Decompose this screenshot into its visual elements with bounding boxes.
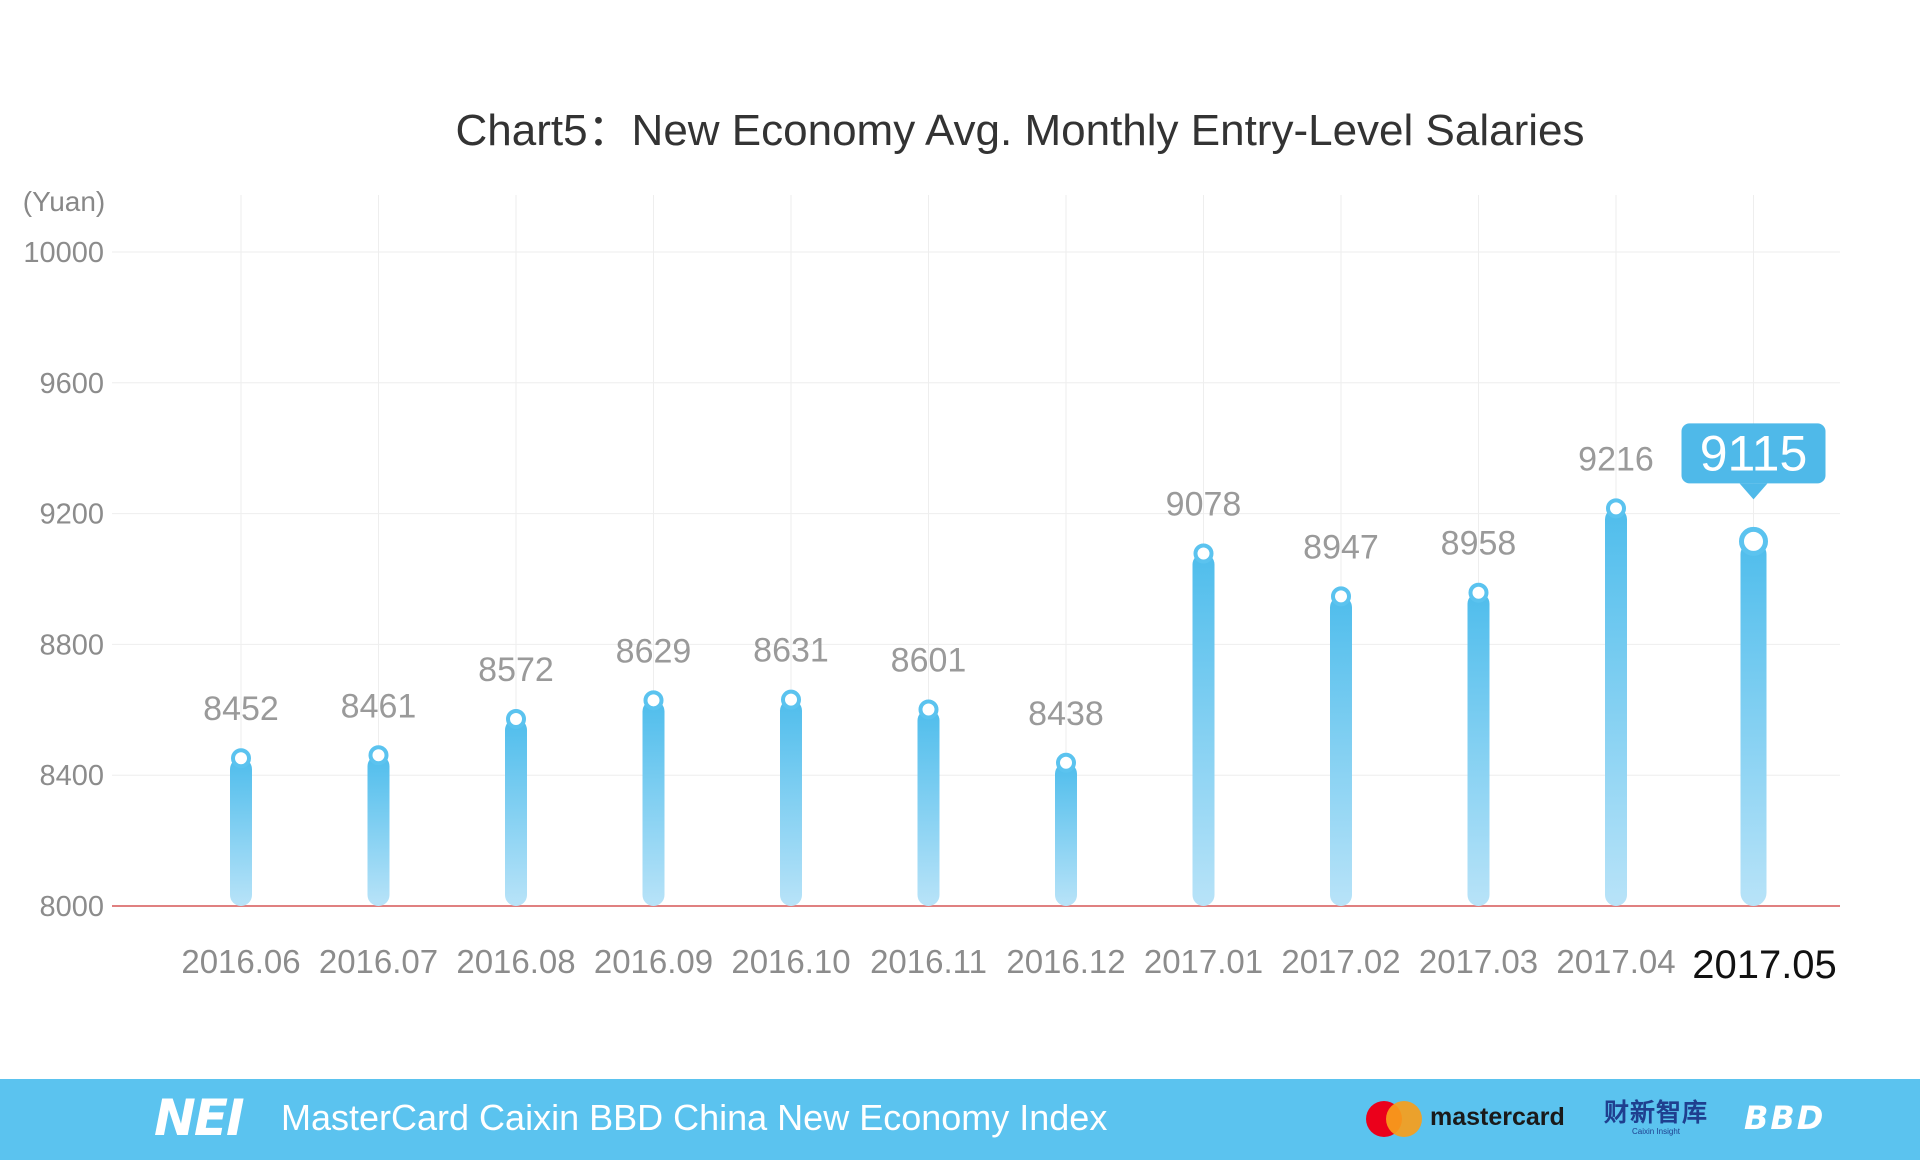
highlight-callout-box: [1681, 423, 1826, 484]
data-label: 9216: [1578, 440, 1654, 478]
bar: [367, 755, 390, 906]
caixin-logo: 财新智库 Caixin Insight: [1604, 1099, 1708, 1137]
x-tick-label: 2017.05: [1692, 943, 1837, 987]
bar: [1740, 541, 1767, 906]
chart-title: Chart5：New Economy Avg. Monthly Entry-Le…: [455, 106, 1584, 155]
y-tick-label: 10000: [23, 237, 104, 269]
data-label: 8601: [891, 641, 967, 679]
x-tick-label: 2017.01: [1144, 943, 1263, 980]
data-label: 8631: [753, 632, 829, 670]
x-tick-label: 2016.07: [319, 943, 438, 980]
data-label: 8572: [478, 651, 554, 689]
x-tick-label: 2016.12: [1006, 943, 1125, 980]
y-tick-label: 8000: [39, 891, 104, 923]
bar: [780, 699, 802, 906]
bar: [917, 709, 940, 906]
bar-marker: [781, 689, 801, 710]
y-tick-label: 8400: [39, 760, 104, 792]
data-label: 8958: [1441, 525, 1517, 563]
nei-logo: NEI: [154, 1089, 245, 1147]
bbd-logo: BBD: [1744, 1099, 1826, 1137]
bar: [642, 700, 665, 906]
bar-marker: [918, 699, 939, 720]
x-tick-label: 2017.04: [1556, 943, 1675, 980]
bar-marker: [1739, 526, 1768, 556]
bar-marker: [1056, 752, 1076, 773]
data-label: 8461: [341, 687, 417, 725]
bar-marker: [1468, 582, 1489, 603]
highlight-data-label: 9115: [1700, 425, 1808, 481]
caixin-cn-label: 财新智库: [1604, 1099, 1709, 1127]
highlight-callout-pointer: [1739, 483, 1768, 500]
bar-marker: [1331, 586, 1351, 607]
x-tick-label: 2017.03: [1419, 943, 1538, 980]
chart: Chart5：New Economy Avg. Monthly Entry-Le…: [23, 106, 1840, 987]
bar: [1467, 592, 1490, 906]
bar: [505, 718, 527, 906]
bar: [1605, 508, 1627, 906]
caixin-en-label: Caixin Insight: [1631, 1127, 1681, 1136]
data-label: 9078: [1166, 485, 1242, 523]
y-tick-label: 9600: [39, 368, 104, 400]
bar-marker: [231, 748, 251, 769]
mastercard-label: mastercard: [1430, 1103, 1565, 1131]
footer-title: MasterCard Caixin BBD China New Economy …: [281, 1097, 1108, 1138]
bar: [1192, 553, 1215, 906]
highlight-callout: 9115: [1681, 423, 1826, 500]
bar-marker: [1606, 498, 1626, 519]
bar-marker: [368, 745, 389, 766]
data-label: 8629: [616, 632, 692, 670]
bar: [1330, 596, 1352, 906]
bar-marker: [1193, 543, 1214, 564]
x-tick-label: 2016.09: [594, 943, 713, 980]
x-tick-label: 2016.10: [731, 943, 850, 980]
x-tick-label: 2017.02: [1281, 943, 1400, 980]
bar-marker: [643, 690, 664, 711]
bar-marker: [506, 708, 526, 729]
mastercard-logo-icon: [1366, 1101, 1422, 1137]
data-label: 8947: [1303, 528, 1379, 566]
data-label: 8438: [1028, 695, 1104, 733]
bar: [230, 758, 252, 906]
footer-banner: NEI MasterCard Caixin BBD China New Econ…: [0, 1079, 1920, 1160]
x-tick-label: 2016.11: [870, 943, 987, 980]
bar: [1055, 762, 1077, 906]
y-tick-label: 8800: [39, 629, 104, 661]
x-tick-label: 2016.06: [181, 943, 300, 980]
y-tick-label: 9200: [39, 499, 104, 531]
x-tick-label: 2016.08: [456, 943, 575, 980]
y-axis-unit: (Yuan): [23, 186, 106, 217]
data-label: 8452: [203, 690, 279, 728]
